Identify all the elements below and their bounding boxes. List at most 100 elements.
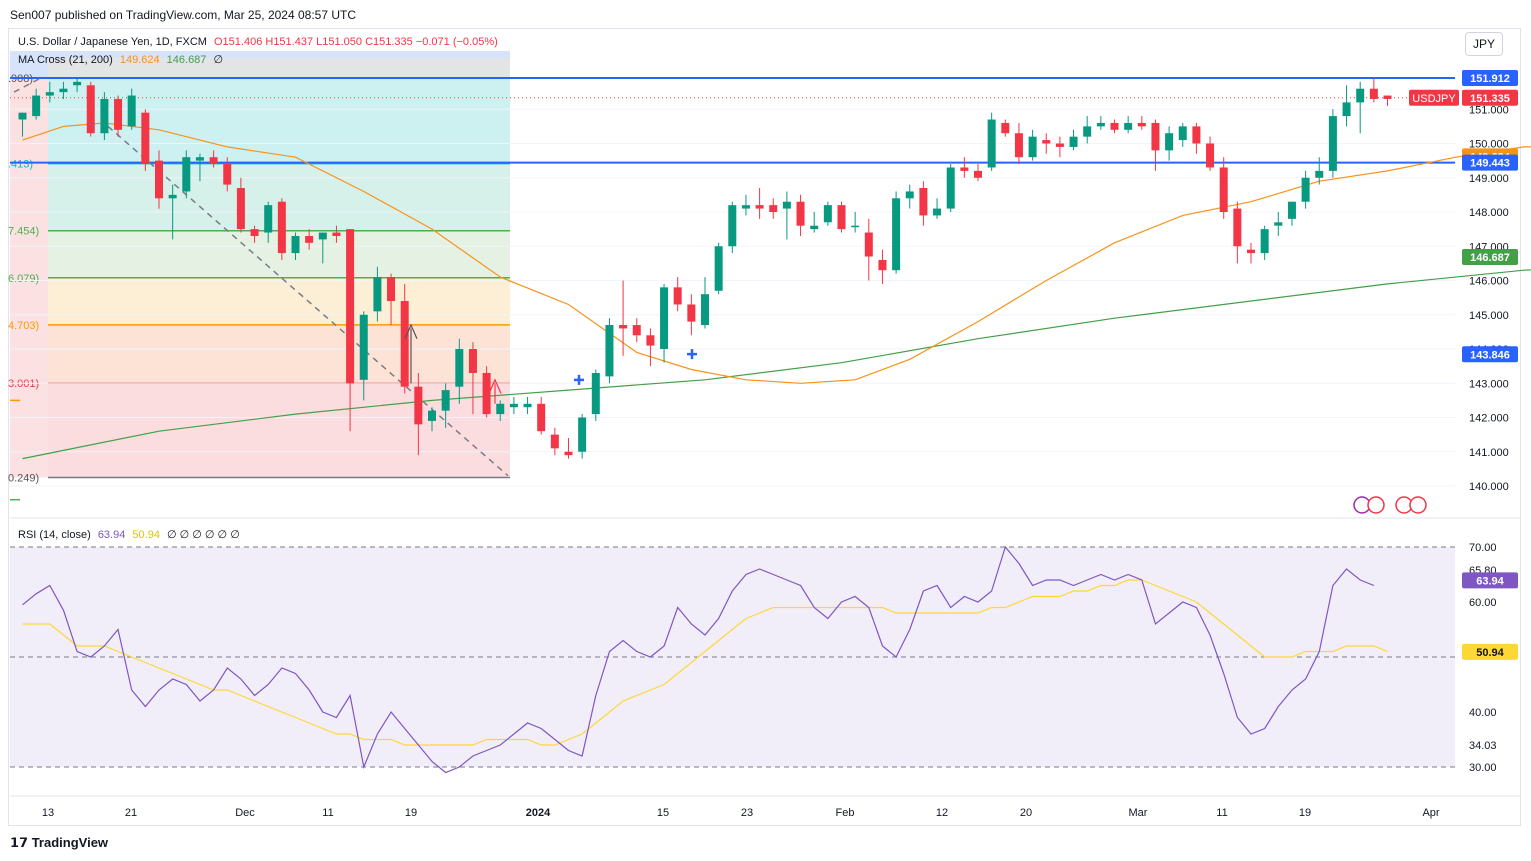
- candle-body: [646, 335, 655, 346]
- candle-body: [1356, 88, 1365, 103]
- time-tick-label: 13: [42, 807, 54, 819]
- candle-body: [1001, 122, 1010, 134]
- candle-body: [755, 205, 764, 209]
- price-axis-badge: [1462, 346, 1518, 363]
- candle-body: [114, 98, 123, 130]
- candle-body: [987, 119, 996, 168]
- candle-body: [277, 201, 286, 254]
- fib-band: [48, 324, 510, 384]
- publisher-header: Sen007 published on TradingView.com, Mar…: [10, 8, 356, 22]
- rsi-extra: ∅ ∅ ∅ ∅ ∅ ∅: [167, 529, 240, 541]
- candle-body: [974, 170, 982, 178]
- ma-slow-value: 146.687: [166, 54, 207, 66]
- time-tick-label: Mar: [1129, 807, 1148, 819]
- rsi-tick-label: 70.00: [1469, 542, 1497, 554]
- ma-slow-line: [22, 269, 1531, 460]
- candle-body: [373, 277, 382, 312]
- candle-body: [1096, 122, 1105, 127]
- candle-body: [428, 410, 436, 421]
- tradingview-logo[interactable]: 𝟭𝟳 TradingView: [10, 835, 108, 851]
- candle-body: [1233, 208, 1242, 247]
- candle-body: [1369, 88, 1378, 99]
- rsi-tick-label: 34.03: [1469, 740, 1497, 752]
- fib-band: [48, 78, 510, 164]
- price-axis-badge-label: 143.846: [1470, 349, 1510, 361]
- candle-body: [1206, 143, 1215, 168]
- up-arrow-marker: [488, 378, 502, 404]
- dashed-trendline: [107, 125, 509, 477]
- rsi-value-badge-label: 63.94: [1476, 575, 1504, 587]
- economic-event-icon: [1367, 496, 1385, 514]
- price-axis-badge-label: 151.335: [1470, 93, 1510, 105]
- candle-body: [728, 205, 737, 247]
- time-tick-label: 2024: [526, 807, 551, 819]
- ma-cross-marker: [687, 349, 697, 360]
- ma-legend[interactable]: MA Cross (21, 200) 149.624 146.687 ∅: [18, 53, 227, 66]
- candle-body: [1315, 170, 1324, 178]
- price-tick-label: 143.000: [1469, 378, 1509, 390]
- candle-body: [1260, 229, 1269, 254]
- candle-body: [605, 325, 614, 377]
- candle-body: [1151, 122, 1160, 151]
- candle-body: [1247, 249, 1255, 254]
- price-axis-badge-label: 151.912: [1470, 73, 1510, 85]
- candle-body: [1137, 122, 1146, 127]
- candle-body: [32, 95, 41, 117]
- candle-body: [878, 259, 887, 271]
- rsi-label: RSI (14, close): [18, 529, 91, 541]
- candle-body: [100, 98, 109, 134]
- price-tick-label: 142.000: [1469, 413, 1509, 425]
- candle-body: [168, 194, 177, 199]
- candle-body: [1301, 177, 1310, 202]
- price-axis-badge: [1462, 89, 1518, 106]
- candle-body: [564, 451, 573, 456]
- candle-body: [332, 232, 341, 236]
- candle-body: [18, 112, 27, 120]
- candle-body: [619, 325, 628, 329]
- time-tick-label: Feb: [836, 807, 855, 819]
- fib-level-label: .413): [8, 159, 33, 171]
- currency-button[interactable]: JPY: [1465, 32, 1503, 56]
- candle-body: [1274, 222, 1283, 226]
- candle-body: [782, 201, 791, 209]
- candle-body: [714, 246, 723, 291]
- candle-body: [400, 301, 409, 387]
- price-tick-label: 151.000: [1469, 104, 1509, 116]
- candle-body: [496, 403, 505, 415]
- candle-body: [905, 191, 914, 199]
- candle-body: [414, 386, 423, 425]
- candle-body: [45, 92, 54, 96]
- candle-body: [741, 205, 750, 209]
- branding-text: TradingView: [31, 835, 109, 850]
- rsi-ma-badge-label: 50.94: [1476, 647, 1504, 659]
- rsi-tick-label: 40.00: [1469, 707, 1497, 719]
- candle-body: [127, 95, 136, 127]
- candle-body: [141, 112, 150, 165]
- candle-body: [73, 81, 82, 86]
- candle-body: [660, 287, 669, 349]
- candle-body: [1042, 140, 1051, 144]
- fib-band: [48, 383, 510, 478]
- rsi-legend[interactable]: RSI (14, close) 63.94 50.94 ∅ ∅ ∅ ∅ ∅ ∅: [18, 528, 244, 541]
- time-tick-label: 11: [1216, 807, 1227, 819]
- price-tick-label: 148.000: [1469, 207, 1509, 219]
- time-tick-label: 21: [125, 807, 137, 819]
- candle-body: [1028, 136, 1037, 158]
- up-arrow-marker: [404, 323, 418, 384]
- ma-cross-marker: [574, 374, 584, 385]
- time-tick-label: 15: [657, 807, 669, 819]
- dashed-trendline: [13, 77, 41, 93]
- fib-level-label: 3.001): [8, 378, 39, 390]
- price-tick-label: 140.000: [1469, 481, 1509, 493]
- candle-body: [687, 304, 696, 322]
- candle-body: [537, 403, 546, 432]
- candle-body: [1069, 136, 1078, 147]
- fib-level-label: 6.079): [8, 273, 39, 285]
- fib-level-label: 0.249): [8, 472, 39, 484]
- candle-body: [632, 325, 641, 336]
- candle-body: [264, 205, 273, 233]
- candle-body: [578, 417, 587, 452]
- fib-level-label: 4.703): [8, 320, 39, 332]
- candle-body: [810, 225, 819, 230]
